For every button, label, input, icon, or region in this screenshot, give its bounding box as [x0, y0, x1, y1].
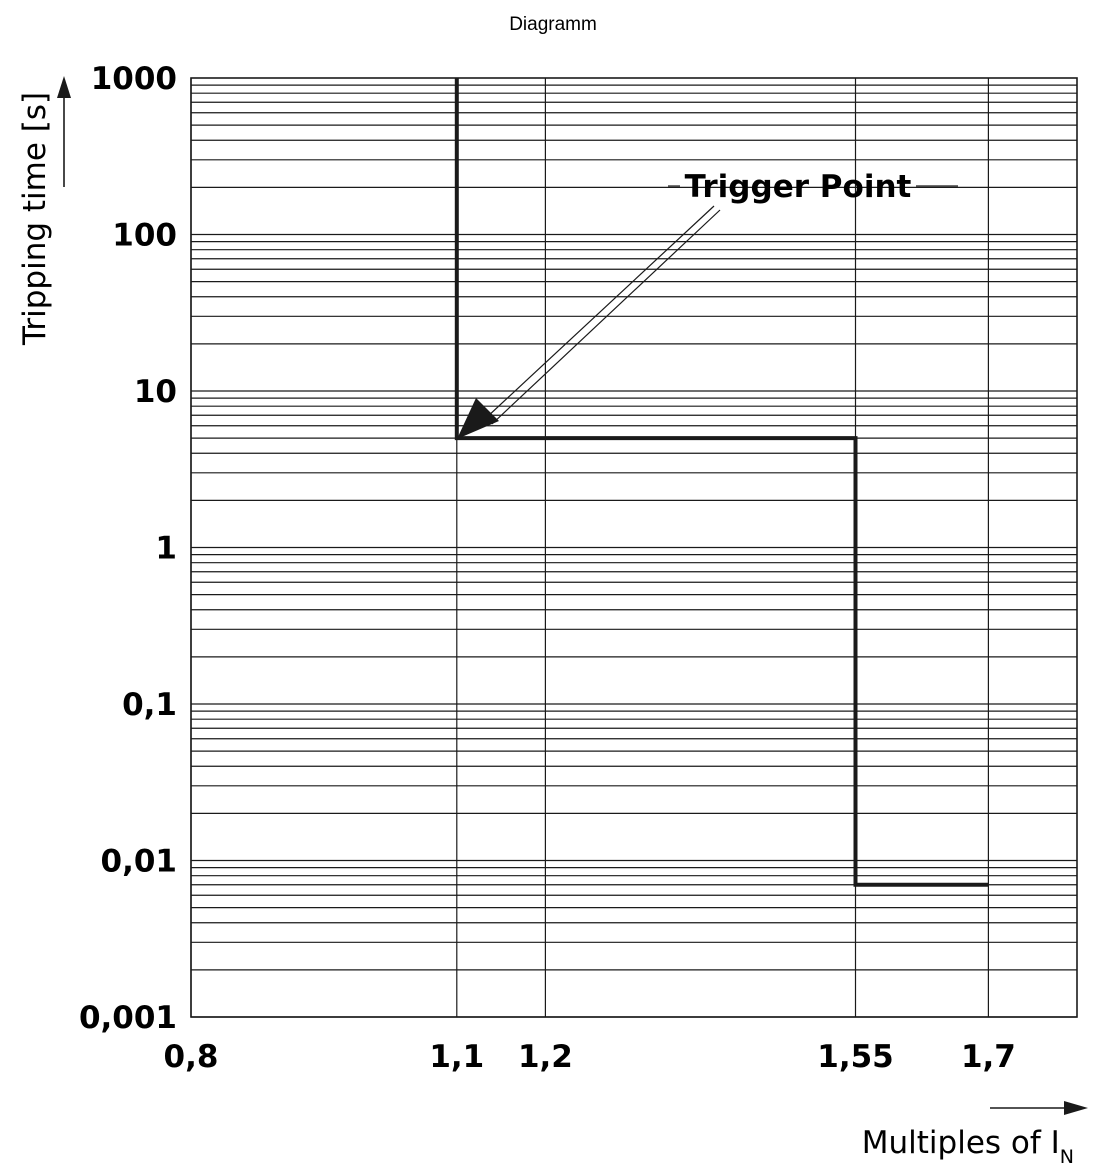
x-tick-labels: 0,8 1,1 1,2 1,55 1,7	[164, 1039, 1016, 1075]
annotation-arrow-line-2	[491, 209, 721, 425]
y-tick-labels: 0,001 0,01 0,1 1 10 100 1000	[79, 61, 177, 1036]
y-tick-label: 10	[134, 374, 177, 410]
x-tick-label: 1,55	[817, 1039, 894, 1075]
y-axis-label: Tripping time [s]	[17, 92, 53, 346]
x-axis-label: Multiples of IN	[862, 1125, 1074, 1165]
annotation-trigger-point: Trigger Point	[685, 169, 912, 205]
series-line	[454, 78, 989, 887]
trigger-point-annotation: Trigger Point	[457, 169, 958, 439]
x-tick-label: 1,1	[429, 1039, 484, 1075]
horizontal-gridlines	[191, 84, 1077, 1018]
x-tick-label: 1,7	[961, 1039, 1016, 1075]
chart-title: Diagramm	[509, 14, 597, 35]
y-tick-label: 0,001	[79, 1000, 177, 1036]
annotation-arrowhead	[457, 398, 499, 439]
x-axis-label-group: Multiples of IN	[862, 1101, 1088, 1165]
plot-frame	[190, 77, 1078, 1018]
x-axis-label-text: Multiples of I	[862, 1125, 1060, 1161]
y-tick-label: 1000	[91, 61, 177, 97]
x-tick-label: 1,2	[518, 1039, 573, 1075]
annotation-arrow-line-1	[485, 205, 715, 419]
y-axis-label-group: Tripping time [s]	[17, 76, 71, 346]
x-axis-arrowhead	[1064, 1101, 1088, 1115]
y-axis-arrowhead	[57, 76, 71, 98]
y-tick-label: 1	[155, 531, 177, 567]
x-tick-label: 0,8	[164, 1039, 219, 1075]
y-tick-label: 100	[112, 218, 177, 254]
y-tick-label: 0,01	[101, 844, 178, 880]
y-tick-label: 0,1	[122, 687, 177, 723]
x-axis-label-subscript: N	[1060, 1146, 1074, 1165]
